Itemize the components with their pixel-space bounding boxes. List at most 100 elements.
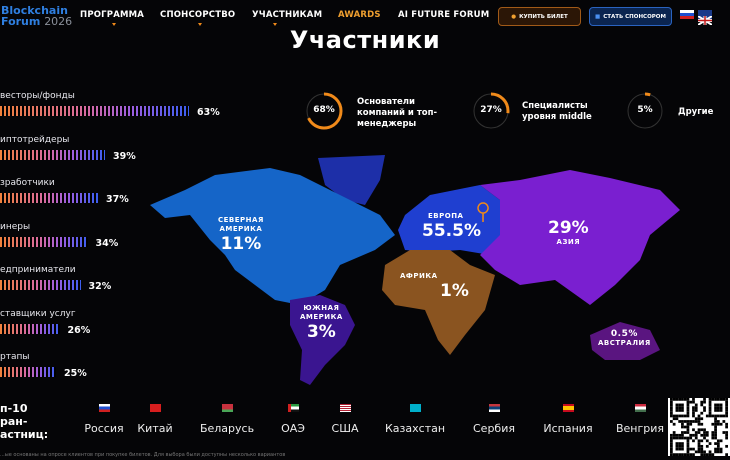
africa-shape <box>382 250 495 355</box>
category-bar-row: инеры 34% <box>0 221 118 249</box>
europe-shape <box>398 185 505 255</box>
category-value: 39% <box>113 150 136 162</box>
category-bar <box>0 149 105 160</box>
logo-line1: Blockchain <box>1 4 68 17</box>
buy-ticket-button[interactable]: ● КУПИТЬ БИЛЕТ <box>498 7 581 26</box>
category-bar-row: ставщики услуг 26% <box>0 308 90 336</box>
category-bar <box>0 280 81 290</box>
logo[interactable]: Blockchain Forum 2026 <box>1 5 72 27</box>
country-item: Испания <box>538 404 598 435</box>
region-south-america: ЮЖНАЯ АМЕРИКА 3% <box>300 304 343 342</box>
qr-code <box>668 398 730 456</box>
category-label: иптотрейдеры <box>0 134 70 145</box>
region-europe: ЕВРОПА 55.5% <box>422 212 481 241</box>
category-bar <box>0 323 60 334</box>
category-value: 63% <box>197 107 220 118</box>
country-name: Россия <box>84 422 124 435</box>
category-label: едприниматели <box>0 265 76 275</box>
north-america-shape <box>150 168 395 305</box>
nav-participants[interactable]: УЧАСТНИКАМ <box>252 10 323 26</box>
logo-line2: Forum <box>1 15 41 28</box>
country-name: ОАЭ <box>281 422 305 435</box>
become-sponsor-button[interactable]: ■ СТАТЬ СПОНСОРОМ <box>589 7 672 26</box>
region-africa: АФРИКА 1% <box>400 272 469 301</box>
progress-ring: 68% <box>305 92 343 130</box>
category-bar <box>0 106 189 116</box>
logo-year: 2026 <box>44 15 73 28</box>
ticket-icon: ● <box>511 13 517 20</box>
country-flag-icon <box>634 404 646 412</box>
stat-label: Основатели компаний и топ-менеджеры <box>357 97 437 129</box>
category-value: 26% <box>67 324 91 336</box>
nav-label: ПРОГРАММА <box>80 10 145 20</box>
dropdown-caret-icon <box>273 23 278 26</box>
lang-en-flag-icon[interactable] <box>697 10 713 26</box>
top-countries: п-10 ран-астниц: Россия Китай Беларусь ОАЭ СШ… <box>0 400 730 441</box>
category-bar-row: весторы/фонды 63% <box>0 91 220 118</box>
country-flag-icon <box>562 404 574 412</box>
lang-ru-flag-icon[interactable] <box>680 10 694 19</box>
country-name: Беларусь <box>199 422 255 435</box>
country-name: Китай <box>137 422 173 435</box>
country-flag-icon <box>98 404 110 412</box>
country-flag-icon <box>339 404 351 412</box>
dropdown-caret-icon <box>197 23 202 26</box>
category-value: 25% <box>64 368 87 379</box>
category-bar <box>0 367 56 377</box>
stat-value: 27% <box>480 105 502 115</box>
category-bar-row: едприниматели 32% <box>0 265 111 292</box>
page-title: Участники <box>289 26 441 54</box>
progress-ring: 5% <box>626 92 664 130</box>
stat-label: Другие <box>678 107 714 117</box>
country-item: США <box>315 404 375 435</box>
footnote: ...ые основаны на опросе клиентов при по… <box>0 452 286 458</box>
country-flag-icon <box>287 404 299 412</box>
nav-label: СПОНСОРСТВО <box>160 10 236 20</box>
region-australia: 0.5% АВСТРАЛИЯ <box>598 329 651 348</box>
nav-label: УЧАСТНИКАМ <box>252 10 323 20</box>
category-label: ртапы <box>0 352 30 362</box>
region-asia: 29% АЗИЯ <box>548 218 589 246</box>
nav-programma[interactable]: ПРОГРАММА <box>80 10 145 26</box>
country-name: США <box>331 422 359 435</box>
nav-label: AWARDS <box>338 10 381 20</box>
sponsor-icon: ■ <box>595 13 601 20</box>
country-flag-icon <box>221 404 233 412</box>
country-flag-icon <box>488 404 500 412</box>
category-bar <box>0 236 88 247</box>
stat-value: 5% <box>637 105 653 115</box>
category-bar-row: зработчики 37% <box>0 178 129 205</box>
nav-ai-future-forum[interactable]: AI FUTURE FORUM <box>398 10 489 20</box>
asia-shape <box>480 170 680 305</box>
dropdown-caret-icon <box>112 23 117 26</box>
country-flag-icon <box>149 404 161 412</box>
country-item: Сербия <box>464 404 524 435</box>
country-item: Россия <box>74 404 134 435</box>
country-item: Венгрия <box>610 404 670 435</box>
country-flag-icon <box>409 404 421 412</box>
nav-sponsorship[interactable]: СПОНСОРСТВО <box>160 10 236 26</box>
become-sponsor-label: СТАТЬ СПОНСОРОМ <box>603 13 666 20</box>
category-label: инеры <box>0 221 31 232</box>
progress-ring: 27% <box>472 92 510 130</box>
category-label: зработчики <box>0 178 55 188</box>
country-item: Казахстан <box>385 404 445 435</box>
stat-value: 68% <box>313 105 335 115</box>
country-name: Сербия <box>473 422 515 435</box>
buy-ticket-label: КУПИТЬ БИЛЕТ <box>519 13 568 20</box>
category-label: весторы/фонды <box>0 91 75 101</box>
country-item: Китай <box>125 404 185 435</box>
region-north-america: СЕВЕРНАЯ АМЕРИКА 11% <box>218 216 264 254</box>
category-bar-row: ртапы 25% <box>0 352 87 379</box>
category-value: 34% <box>95 237 119 249</box>
category-label: ставщики услуг <box>0 308 76 319</box>
category-value: 37% <box>106 194 129 205</box>
greenland-shape <box>318 155 385 205</box>
category-bar <box>0 193 98 203</box>
australia-shape <box>590 322 660 360</box>
country-item: ОАЭ <box>263 404 323 435</box>
nav-awards[interactable]: AWARDS <box>338 10 381 20</box>
country-name: Казахстан <box>385 422 446 435</box>
category-bar-row: иптотрейдеры 39% <box>0 134 136 162</box>
